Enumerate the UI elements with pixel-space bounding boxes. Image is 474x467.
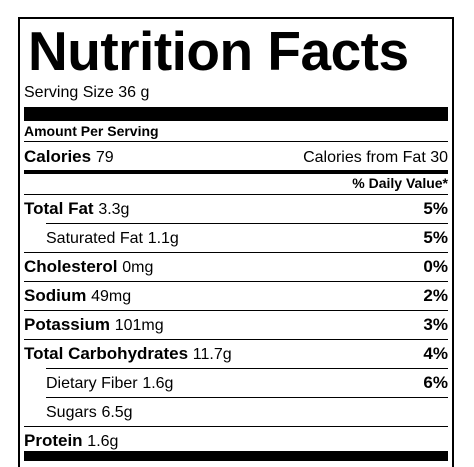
nutrient-row: Potassium 101mg 3%: [24, 311, 448, 339]
nutrient-name: Protein: [24, 431, 83, 450]
nutrient-name: Cholesterol: [24, 257, 118, 276]
page: Nutrition Facts Serving Size 36 g Amount…: [18, 17, 454, 467]
daily-value: 3%: [423, 315, 448, 334]
nutrient-row: Total Fat 3.3g 5%: [24, 195, 448, 223]
divider: [24, 310, 448, 311]
nutrient-name: Total Fat: [24, 199, 94, 218]
calories-label: Calories: [24, 147, 92, 166]
title: Nutrition Facts: [28, 20, 409, 82]
nutrient-row: Total Carbohydrates 11.7g 4%: [24, 340, 448, 368]
serving-size: Serving Size 36 g: [24, 84, 150, 101]
nutrient-row: Protein 1.6g: [24, 427, 448, 455]
nutrient-name: Sodium: [24, 286, 87, 305]
divider: [24, 194, 448, 195]
bottom-bar: [24, 451, 448, 461]
divider: [46, 397, 448, 398]
nutrient-amount: 1.6g: [142, 375, 174, 392]
daily-value: 0%: [423, 257, 448, 276]
nutrient-row: Sugars 6.5g: [24, 398, 448, 426]
daily-value: 2%: [423, 286, 448, 305]
nutrient-name: Potassium: [24, 315, 110, 334]
nutrition-label: Nutrition Facts Serving Size 36 g Amount…: [18, 17, 454, 467]
daily-value: 6%: [423, 373, 448, 392]
nutrient-row: Saturated Fat 1.1g 5%: [24, 224, 448, 252]
nutrient-amount: 6.5g: [101, 404, 133, 421]
divider: [24, 281, 448, 282]
nutrient-row: Cholesterol 0mg 0%: [24, 253, 448, 281]
nutrient-amount: 1.1g: [147, 230, 179, 247]
divider: [46, 223, 448, 224]
amount-per-serving: Amount Per Serving: [24, 123, 159, 139]
daily-value: 4%: [423, 344, 448, 363]
nutrient-amount: 101mg: [114, 317, 164, 334]
calories-row: Calories 79: [24, 147, 114, 167]
divider: [24, 426, 448, 427]
nutrient-row: Sodium 49mg 2%: [24, 282, 448, 310]
medium-bar: [24, 170, 448, 174]
nutrient-row: Dietary Fiber 1.6g 6%: [24, 369, 448, 397]
nutrient-name: Sugars: [46, 404, 97, 421]
divider: [46, 368, 448, 369]
nutrient-amount: 11.7g: [192, 346, 232, 363]
nutrient-amount: 0mg: [122, 259, 154, 276]
nutrient-name: Total Carbohydrates: [24, 344, 189, 363]
nutrient-name: Saturated Fat: [46, 230, 143, 247]
calories-from-fat: Calories from Fat 30: [303, 149, 448, 166]
divider: [24, 252, 448, 253]
daily-value: 5%: [423, 199, 448, 218]
thick-bar: [24, 107, 448, 121]
daily-value: 5%: [423, 228, 448, 247]
divider: [24, 141, 448, 142]
nutrient-amount: 1.6g: [87, 433, 119, 450]
nutrient-amount: 49mg: [91, 288, 132, 305]
nutrient-name: Dietary Fiber: [46, 375, 138, 392]
calories-value: 79: [95, 149, 114, 166]
divider: [24, 339, 448, 340]
nutrient-amount: 3.3g: [98, 201, 130, 218]
daily-value-header: % Daily Value*: [352, 175, 448, 191]
